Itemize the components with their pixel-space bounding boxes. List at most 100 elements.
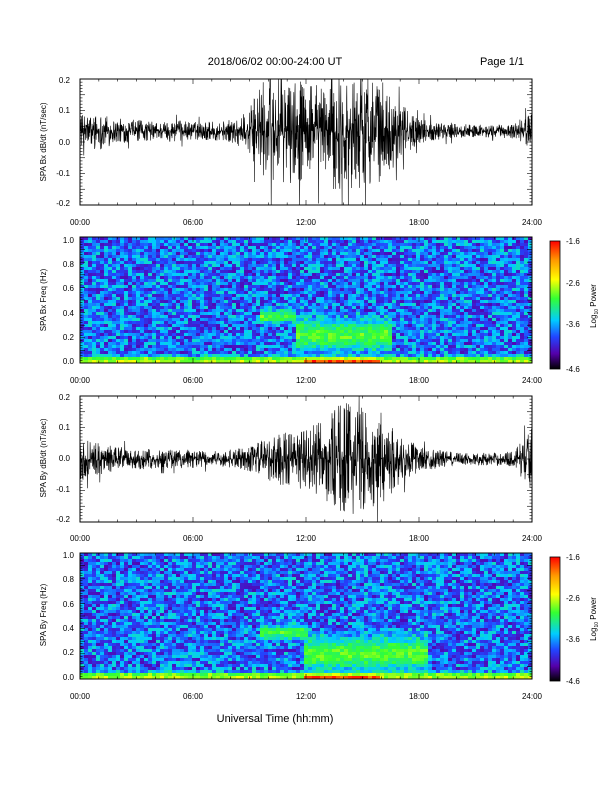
spectrogram-cell — [180, 354, 185, 358]
spectrogram-cell — [156, 246, 161, 250]
spectrogram-cell — [196, 273, 201, 277]
spectrogram-cell — [528, 312, 533, 316]
spectrogram-cell — [368, 288, 373, 292]
spectrogram-cell — [276, 348, 281, 352]
spectrogram-cell — [124, 333, 129, 337]
spectrogram-cell — [448, 330, 453, 334]
spectrogram-cell — [180, 273, 185, 277]
spectrogram-cell — [292, 264, 297, 268]
spectrogram-cell — [428, 243, 433, 247]
spectrogram-cell — [192, 336, 197, 340]
spectrogram-cell — [160, 243, 165, 247]
spectrogram-cell — [88, 270, 93, 274]
spectrogram-cell — [304, 309, 309, 313]
spectrogram-cell — [516, 351, 521, 355]
spectrogram-cell — [500, 303, 505, 307]
spectrogram-cell — [512, 327, 517, 331]
spectrogram-cell — [324, 309, 329, 313]
spectrogram-cell — [188, 303, 193, 307]
spectrogram-cell — [272, 273, 277, 277]
spectrogram-cell — [288, 309, 293, 313]
spectrogram-cell — [180, 348, 185, 352]
spectrogram-cell — [304, 249, 309, 253]
spectrogram-cell — [316, 354, 321, 358]
spectrogram-cell — [328, 339, 333, 343]
spectrogram-cell — [408, 267, 413, 271]
spectrogram-cell — [320, 267, 325, 271]
spectrogram-cell — [352, 339, 357, 343]
spectrogram-cell — [112, 345, 117, 349]
spectrogram-cell — [84, 243, 89, 247]
spectrogram-cell — [248, 291, 253, 295]
spectrogram-cell — [148, 336, 153, 340]
spectrogram-cell — [264, 297, 269, 301]
spectrogram-cell — [212, 360, 217, 364]
spectrogram-cell — [300, 321, 305, 325]
spectrogram-cell — [296, 282, 301, 286]
spectrogram-cell — [112, 318, 117, 322]
spectrogram-cell — [344, 324, 349, 328]
spectrogram-cell — [84, 273, 89, 277]
spectrogram-cell — [84, 237, 89, 241]
spectrogram-cell — [404, 252, 409, 256]
spectrogram-cell — [392, 306, 397, 310]
spectrogram-cell — [212, 279, 217, 283]
spectrogram-cell — [232, 261, 237, 265]
spectrogram-cell — [136, 249, 141, 253]
spectrogram-cell — [416, 354, 421, 358]
spectrogram-cell — [484, 288, 489, 292]
spectrogram-cell — [204, 342, 209, 346]
spectrogram-cell — [248, 267, 253, 271]
spectrogram-cell — [300, 303, 305, 307]
spectrogram-cell — [344, 285, 349, 289]
spectrogram-cell — [152, 306, 157, 310]
spectrogram-cell — [244, 243, 249, 247]
spectrogram-cell — [84, 297, 89, 301]
spectrogram-cell — [308, 303, 313, 307]
spectrogram-cell — [476, 312, 481, 316]
spectrogram-cell — [356, 318, 361, 322]
spectrogram-cell — [464, 255, 469, 259]
spectrogram-cell — [444, 318, 449, 322]
spectrogram-cell — [196, 360, 201, 364]
spectrogram-cell — [304, 300, 309, 304]
spectrogram-cell — [432, 351, 437, 355]
spectrogram-cell — [336, 291, 341, 295]
spectrogram-cell — [332, 267, 337, 271]
spectrogram-cell — [428, 321, 433, 325]
spectrogram-cell — [492, 288, 497, 292]
spectrogram-cell — [276, 327, 281, 331]
spectrogram-cell — [244, 327, 249, 331]
spectrogram-cell — [256, 330, 261, 334]
spectrogram-cell — [288, 321, 293, 325]
spectrogram-cell — [340, 288, 345, 292]
spectrogram-cell — [404, 297, 409, 301]
spectrogram-cell — [524, 333, 529, 337]
spectrogram-cell — [452, 252, 457, 256]
spectrogram-cell — [128, 351, 133, 355]
spectrogram-cell — [400, 249, 405, 253]
spectrogram-cell — [516, 360, 521, 364]
spectrogram-cell — [116, 264, 121, 268]
spectrogram-cell — [164, 306, 169, 310]
spectrogram-cell — [372, 240, 377, 244]
spectrogram-cell — [184, 297, 189, 301]
spectrogram-cell — [332, 291, 337, 295]
spectrogram-cell — [216, 312, 221, 316]
spectrogram-cell — [288, 336, 293, 340]
spectrogram-cell — [268, 348, 273, 352]
spectrogram-cell — [244, 282, 249, 286]
spectrogram-cell — [384, 318, 389, 322]
spectrogram-cell — [516, 270, 521, 274]
spectrogram-cell — [284, 297, 289, 301]
spectrogram-cell — [244, 315, 249, 319]
spectrogram-cell — [136, 327, 141, 331]
spectrogram-cell — [512, 285, 517, 289]
spectrogram-cell — [212, 288, 217, 292]
spectrogram-cell — [344, 345, 349, 349]
spectrogram-cell — [112, 300, 117, 304]
spectrogram-cell — [412, 282, 417, 286]
spectrogram-cell — [316, 333, 321, 337]
spectrogram-cell — [420, 273, 425, 277]
spectrogram-cell — [488, 288, 493, 292]
